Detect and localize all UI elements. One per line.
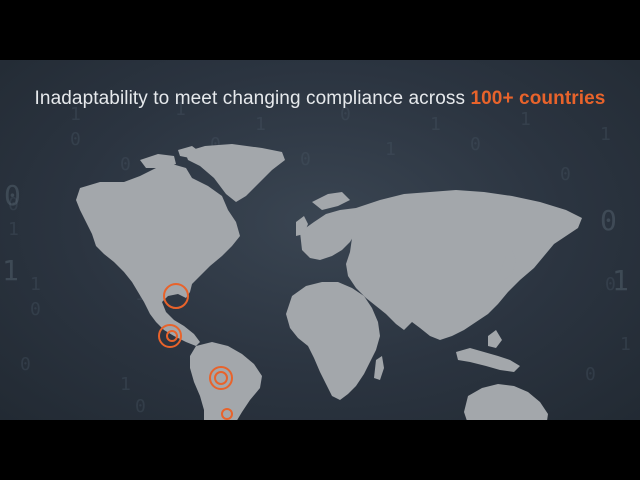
land-southeast-asia bbox=[456, 330, 520, 372]
svg-text:0: 0 bbox=[340, 104, 351, 125]
marker-south-america-small bbox=[221, 408, 233, 420]
svg-text:1: 1 bbox=[30, 274, 41, 295]
svg-text:1: 1 bbox=[612, 264, 629, 297]
marker-central-america bbox=[158, 324, 182, 348]
svg-text:1: 1 bbox=[255, 114, 266, 135]
svg-text:0: 0 bbox=[8, 194, 19, 215]
land-europe bbox=[300, 192, 368, 260]
svg-text:0: 0 bbox=[605, 274, 616, 295]
marker-south-america bbox=[209, 366, 233, 390]
svg-text:1: 1 bbox=[600, 124, 611, 145]
svg-text:0: 0 bbox=[560, 164, 571, 185]
headline-accent: 100+ countries bbox=[470, 88, 606, 109]
svg-text:1: 1 bbox=[430, 114, 441, 135]
svg-text:1: 1 bbox=[175, 99, 186, 120]
land-australia bbox=[464, 384, 548, 420]
marker-south-america-inner bbox=[214, 371, 228, 385]
binary-code-background-icon: 01 10 10 01 10 10 01 10 10 10 10 01 0 01… bbox=[2, 99, 631, 417]
svg-text:1: 1 bbox=[2, 254, 19, 287]
slide-headline: Inadaptability to meet changing complian… bbox=[0, 88, 640, 110]
svg-text:0: 0 bbox=[470, 134, 481, 155]
svg-text:1: 1 bbox=[8, 219, 19, 240]
land-north-america bbox=[76, 164, 240, 346]
land-arctic-islands bbox=[140, 146, 200, 168]
svg-text:0: 0 bbox=[4, 179, 21, 212]
marker-central-america-inner bbox=[166, 330, 178, 342]
land-greenland bbox=[185, 144, 285, 202]
svg-text:0: 0 bbox=[20, 354, 31, 375]
land-madagascar bbox=[374, 356, 384, 380]
svg-text:0: 0 bbox=[135, 396, 146, 417]
svg-text:0: 0 bbox=[585, 364, 596, 385]
headline-text: Inadaptability to meet changing complian… bbox=[34, 88, 471, 109]
svg-text:1: 1 bbox=[120, 374, 131, 395]
svg-text:0: 0 bbox=[120, 154, 131, 175]
svg-text:0: 0 bbox=[70, 129, 81, 150]
svg-text:0: 0 bbox=[30, 299, 41, 320]
land-africa bbox=[286, 282, 380, 400]
svg-text:0: 0 bbox=[600, 204, 617, 237]
svg-text:1: 1 bbox=[620, 334, 631, 355]
slide: 01 10 10 01 10 10 01 10 10 10 10 01 0 01… bbox=[0, 60, 640, 420]
land-uk bbox=[296, 216, 308, 236]
svg-text:0: 0 bbox=[210, 134, 221, 155]
land-asia bbox=[346, 190, 582, 340]
svg-text:1: 1 bbox=[520, 109, 531, 130]
marker-north-america bbox=[163, 283, 189, 309]
svg-text:0: 0 bbox=[300, 149, 311, 170]
svg-text:1: 1 bbox=[70, 104, 81, 125]
world-map bbox=[76, 144, 582, 420]
svg-text:1: 1 bbox=[385, 139, 396, 160]
land-japan bbox=[500, 250, 516, 280]
